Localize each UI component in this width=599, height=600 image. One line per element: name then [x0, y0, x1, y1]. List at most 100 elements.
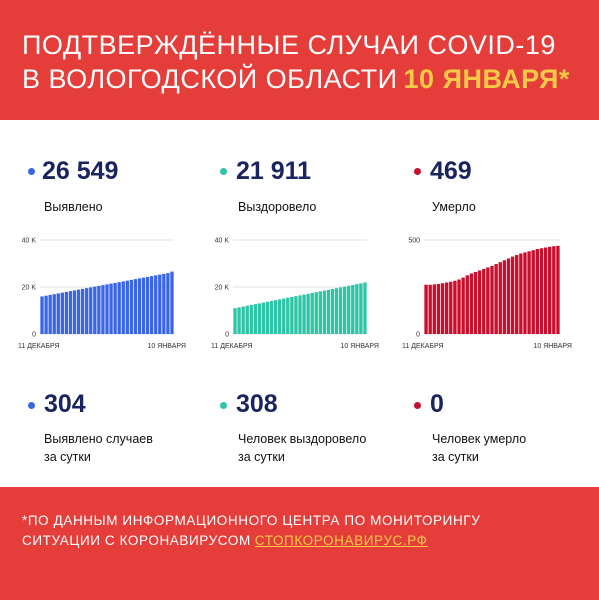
bar [535, 249, 540, 334]
bar [502, 260, 507, 334]
bar [543, 247, 548, 334]
bar [40, 296, 44, 334]
bar [113, 282, 117, 334]
bar [121, 281, 125, 334]
deceased-daily-label-1: Человек умерло [432, 432, 527, 446]
bar [440, 283, 445, 334]
deceased-label: Умерло [432, 200, 476, 214]
bar [129, 279, 134, 334]
bar [469, 273, 474, 334]
title-line-2: В ВОЛОГОДСКОЙ ОБЛАСТИ 10 ЯНВАРЯ* [22, 64, 570, 95]
y-tick-label: 40 K [215, 238, 230, 245]
bar [461, 277, 465, 334]
bar [318, 291, 322, 334]
bar [510, 256, 515, 334]
recovered-label: Выздоровело [238, 200, 317, 214]
bar [457, 279, 461, 334]
bar [269, 300, 274, 334]
header-banner: ПОДТВЕРЖДЁННЫЕ СЛУЧАИ COVID-19 В ВОЛОГОД… [0, 0, 599, 120]
bar [310, 292, 314, 334]
bar [351, 284, 355, 334]
recovered-dot [220, 168, 227, 175]
x-start-label: 11 ДЕКАБРЯ [18, 343, 60, 350]
bar [473, 271, 478, 334]
bar [539, 248, 544, 334]
bar [355, 284, 359, 334]
bar [519, 253, 523, 334]
y-tick-label: 40 K [22, 238, 37, 245]
x-start-label: 11 ДЕКАБРЯ [402, 343, 444, 350]
bar [44, 295, 48, 334]
bar [294, 296, 298, 334]
bar [465, 275, 469, 334]
bar [527, 251, 531, 334]
bar [477, 270, 482, 334]
bar [490, 265, 494, 334]
detected-chart: 0 20 K 40 K 11 ДЕКАБРЯ 10 ЯНВАРЯ [18, 238, 186, 351]
bar [322, 290, 327, 334]
bar [515, 255, 519, 334]
detected-daily-label-1: Выявлено случаев [44, 432, 153, 446]
bar [273, 300, 278, 334]
source-note-line-1: *ПО ДАННЫМ ИНФОРМАЦИОННОГО ЦЕНТРА ПО МОН… [22, 513, 481, 528]
title-region: В ВОЛОГОДСКОЙ ОБЛАСТИ [22, 64, 398, 94]
x-end-label: 10 ЯНВАРЯ [147, 343, 186, 350]
bar [109, 283, 113, 334]
recovered-daily-label-1: Человек выздоровело [238, 432, 367, 446]
bar [334, 288, 339, 334]
bar [444, 282, 449, 334]
title-line-1: ПОДТВЕРЖДЁННЫЕ СЛУЧАИ COVID-19 [22, 30, 556, 60]
bar [498, 262, 502, 334]
bar [237, 307, 241, 334]
detected-daily-value: 304 [44, 390, 86, 418]
bar [302, 294, 306, 334]
recovered-chart: 0 20 K 40 K 11 ДЕКАБРЯ 10 ЯНВАРЯ [211, 238, 379, 351]
deceased-daily-label-2: за сутки [432, 450, 479, 464]
bar [494, 264, 498, 334]
y-tick-label: 20 K [215, 285, 230, 292]
deceased-daily-dot [414, 402, 421, 409]
bar [290, 296, 294, 334]
bar [282, 298, 286, 334]
bar [552, 246, 556, 334]
detected-daily-label-2: за сутки [44, 450, 91, 464]
source-note-line-2: СИТУАЦИИ С КОРОНАВИРУСОМ СТОПКОРОНАВИРУС.… [22, 533, 428, 548]
source-link[interactable]: СТОПКОРОНАВИРУС.РФ [254, 533, 428, 548]
bar [359, 283, 363, 334]
bar [133, 279, 138, 334]
deceased-daily-value: 0 [430, 390, 444, 418]
footer-banner: *ПО ДАННЫМ ИНФОРМАЦИОННОГО ЦЕНТРА ПО МОН… [0, 487, 599, 600]
bar [158, 274, 162, 334]
bar [257, 303, 262, 334]
bar [150, 276, 154, 334]
bar [261, 302, 266, 334]
y-tick-label: 0 [225, 332, 229, 339]
bar [56, 293, 60, 334]
detected-dot [28, 168, 35, 175]
bar [85, 288, 89, 334]
x-end-label: 10 ЯНВАРЯ [533, 343, 572, 350]
y-tick-label: 0 [416, 332, 420, 339]
title-date: 10 ЯНВАРЯ* [403, 64, 570, 94]
bar [523, 252, 527, 334]
x-end-label: 10 ЯНВАРЯ [340, 343, 379, 350]
bar [52, 294, 56, 334]
bar [125, 280, 129, 334]
bar [253, 304, 257, 334]
bar [80, 288, 85, 334]
bar [241, 306, 245, 334]
bar [97, 285, 101, 334]
bar [436, 283, 441, 334]
bar [101, 285, 105, 334]
bar [314, 292, 318, 334]
bar [60, 292, 64, 334]
bar [265, 301, 270, 334]
bar [428, 284, 432, 334]
bar [117, 282, 121, 334]
recovered-daily-dot [220, 402, 227, 409]
bar [506, 258, 511, 334]
recovered-daily-label-2: за сутки [238, 450, 285, 464]
bar [482, 268, 486, 334]
bar [141, 277, 146, 334]
